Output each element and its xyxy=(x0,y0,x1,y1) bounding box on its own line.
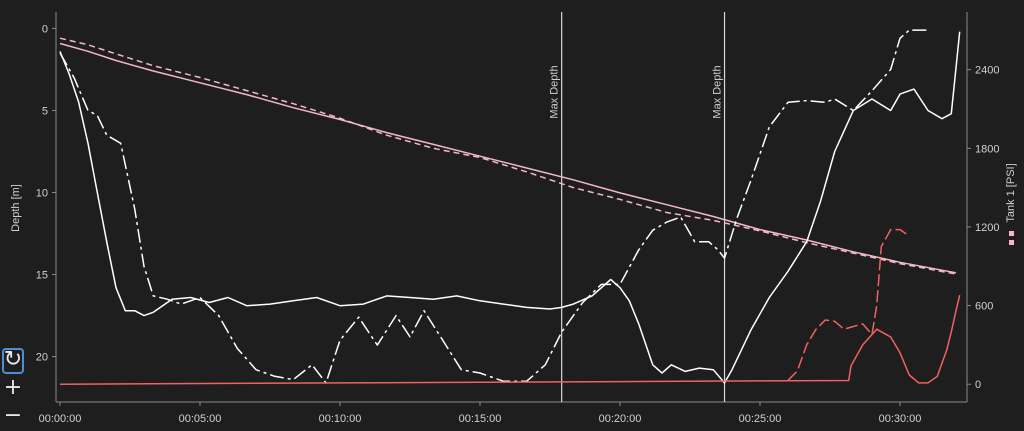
max-depth-label: Max Depth xyxy=(712,65,724,118)
series-lines xyxy=(59,29,961,385)
zoom-reset-frame xyxy=(2,348,24,374)
x-tick-label: 00:05:00 xyxy=(179,413,222,425)
y-tick-label: 0 xyxy=(42,23,48,35)
x-tick-label: 00:30:00 xyxy=(879,413,922,425)
y-tick-label: 10 xyxy=(36,188,48,200)
series-line-2 xyxy=(59,37,957,275)
zoom-in-icon[interactable]: + xyxy=(3,375,23,400)
y-axis-title: Depth [m] xyxy=(10,184,22,232)
y2-tick-label: 1800 xyxy=(975,143,999,155)
tick-labels: 00:00:00 00:05:00 00:10:00 00:15:00 00:20:00… xyxy=(36,23,1000,425)
y-tick-label: 5 xyxy=(42,105,48,117)
series-line-6 xyxy=(787,228,910,381)
axes xyxy=(52,12,971,406)
y2-axis-legend: Tank 1 [PSI] xyxy=(1005,163,1017,245)
zoom-controls: ↻ + − xyxy=(0,348,26,431)
y-tick-label: 15 xyxy=(36,270,48,282)
series-line-4 xyxy=(59,29,928,384)
y2-tick-label: 0 xyxy=(975,379,981,391)
reset-zoom-icon[interactable]: ↻ xyxy=(3,347,23,372)
x-tick-label: 00:15:00 xyxy=(459,413,502,425)
x-tick-label: 00:10:00 xyxy=(319,413,362,425)
series-line-1 xyxy=(59,42,957,274)
y2-legend-swatch-2 xyxy=(1009,231,1014,236)
y2-tick-label: 600 xyxy=(975,301,993,313)
max-depth-markers: Max Depth Max Depth xyxy=(549,12,726,402)
x-tick-label: 00:00:00 xyxy=(39,413,82,425)
y2-legend-swatch xyxy=(1009,240,1014,245)
max-depth-label: Max Depth xyxy=(549,65,561,118)
series-line-3 xyxy=(59,31,961,384)
y-tick-label: 20 xyxy=(36,352,48,364)
y2-axis-title: Tank 1 [PSI] xyxy=(1005,163,1017,222)
y2-tick-label: 2400 xyxy=(975,65,999,77)
x-tick-label: 00:25:00 xyxy=(739,413,782,425)
x-tick-label: 00:20:00 xyxy=(599,413,642,425)
y2-tick-label: 1200 xyxy=(975,222,999,234)
series-line-5 xyxy=(59,294,961,385)
zoom-out-icon[interactable]: − xyxy=(3,403,23,428)
